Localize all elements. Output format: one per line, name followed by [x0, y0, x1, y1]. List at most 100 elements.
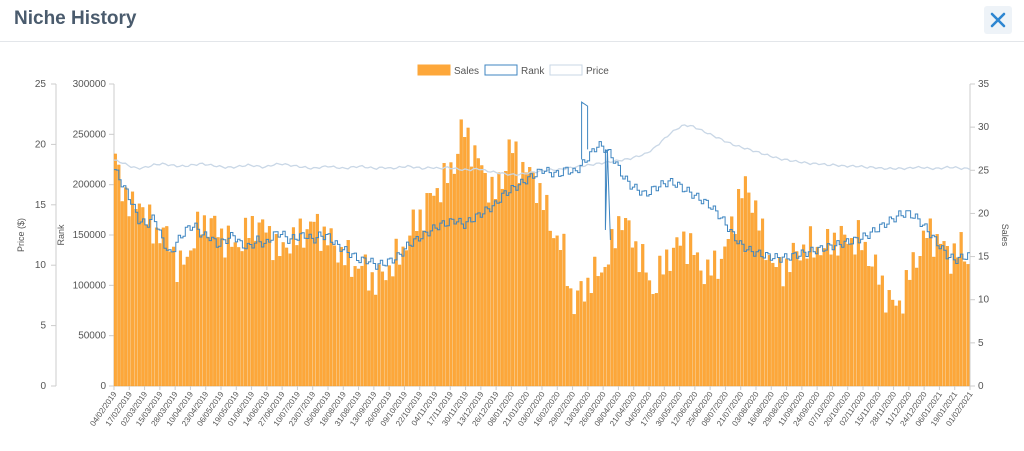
sales-bar	[911, 252, 915, 387]
rank-axis-tick-label: 50000	[78, 331, 106, 342]
sales-bar	[524, 172, 528, 387]
sales-bar	[552, 238, 556, 387]
sales-bar	[778, 257, 782, 387]
sales-bar	[836, 255, 840, 387]
page-title: Niche History	[14, 8, 137, 29]
sales-bar	[620, 230, 624, 387]
sales-bar	[915, 267, 919, 387]
sales-bar	[233, 242, 237, 387]
sales-bar	[939, 243, 943, 387]
sales-bar	[237, 247, 241, 387]
sales-bar	[401, 246, 405, 387]
sales-bar	[932, 256, 936, 387]
sales-bar	[202, 215, 206, 387]
sales-bar	[175, 282, 179, 387]
sales-bar	[545, 194, 549, 387]
sales-bar	[223, 257, 227, 387]
sales-bar	[291, 227, 296, 387]
sales-bar	[802, 244, 806, 387]
sales-bar	[942, 241, 946, 387]
sales-axis-tick-label: 15	[978, 252, 990, 263]
sales-axis-title: Sales	[1000, 224, 1010, 247]
sales-bar	[452, 173, 456, 387]
sales-bar	[610, 229, 614, 387]
close-button[interactable]	[984, 6, 1012, 34]
sales-bars	[113, 119, 970, 387]
sales-bar	[216, 237, 220, 387]
sales-axis-tick-label: 0	[978, 381, 984, 392]
sales-bar	[158, 243, 162, 387]
sales-bar	[617, 216, 621, 387]
sales-bar	[500, 188, 504, 387]
sales-bar	[404, 250, 409, 387]
sales-bar	[226, 225, 230, 387]
sales-bar	[336, 262, 340, 387]
sales-bar	[319, 250, 323, 387]
sales-bar	[702, 284, 706, 387]
sales-bar	[668, 270, 672, 387]
price-axis-tick-label: 0	[40, 381, 46, 392]
sales-bar	[113, 153, 117, 387]
sales-bar	[483, 173, 487, 387]
sales-bar	[466, 127, 470, 387]
sales-bar	[637, 272, 641, 387]
sales-bar	[370, 272, 374, 387]
sales-bar	[271, 260, 275, 387]
sales-bar	[428, 193, 432, 387]
sales-bar	[760, 218, 765, 387]
sales-bar	[305, 229, 309, 387]
sales-bar	[860, 250, 864, 387]
sales-bar	[350, 276, 354, 387]
sales-bar	[945, 245, 949, 387]
sales-bar	[247, 237, 251, 387]
sales-bar	[791, 242, 795, 387]
sales-bar	[219, 228, 224, 387]
sales-bar	[949, 273, 953, 387]
sales-bar	[733, 234, 737, 387]
sales-bar	[582, 301, 587, 387]
sales-bar	[737, 189, 741, 387]
sales-bar	[281, 242, 285, 387]
sales-bar	[624, 217, 628, 387]
sales-bar	[600, 272, 604, 387]
sales-bar	[411, 209, 415, 387]
sales-bar	[908, 279, 912, 387]
sales-bar	[798, 260, 802, 387]
sales-bar	[644, 272, 648, 387]
sales-bar	[788, 272, 792, 387]
sales-bar	[771, 262, 775, 387]
sales-bar	[627, 220, 631, 387]
sales-bar	[764, 260, 768, 387]
sales-bar	[935, 234, 939, 387]
sales-bar	[843, 234, 847, 387]
rank-axis-tick-label: 300000	[73, 79, 107, 90]
sales-bar	[589, 293, 593, 387]
sales-bar	[117, 164, 121, 387]
sales-bar	[952, 243, 956, 387]
sales-bar	[151, 243, 155, 387]
sales-bar	[901, 313, 905, 387]
sales-bar	[209, 218, 213, 387]
sales-bar	[309, 221, 313, 387]
sales-bar	[562, 233, 566, 387]
sales-bar	[795, 251, 799, 387]
sales-bar	[154, 227, 159, 387]
sales-bar	[422, 230, 426, 387]
sales-bar	[363, 254, 367, 387]
sales-bar	[134, 208, 138, 387]
sales-bar	[897, 300, 902, 387]
sales-bar	[343, 265, 347, 387]
sales-bar	[709, 275, 713, 387]
sales-bar	[346, 240, 350, 387]
sales-bar	[812, 257, 816, 387]
legend-rank-label: Rank	[521, 66, 545, 77]
sales-bar	[894, 305, 898, 387]
sales-bar	[535, 203, 539, 387]
sales-bar	[692, 254, 696, 387]
sales-bar	[374, 294, 378, 387]
sales-bar	[504, 171, 508, 387]
sales-bar	[182, 264, 186, 387]
sales-bar	[356, 268, 361, 387]
sales-bar	[678, 245, 682, 387]
sales-bar	[172, 246, 176, 387]
